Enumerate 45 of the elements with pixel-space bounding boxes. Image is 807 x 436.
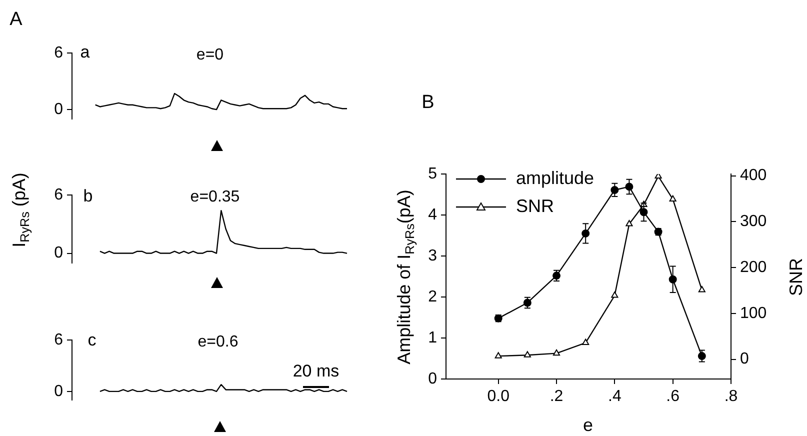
text: B <box>422 92 434 114</box>
point <box>494 352 502 358</box>
y-tick-label: 3 <box>428 247 438 264</box>
y2-tick-label: 300 <box>740 213 767 230</box>
x-tick-label: 0.0 <box>487 388 510 406</box>
y-tick-label: 6 <box>54 186 64 204</box>
y-tick-label: 1 <box>428 329 438 346</box>
y-tick-label: 6 <box>54 44 64 62</box>
chart-title: e=0.35 <box>190 188 240 206</box>
y2-tick-label: 100 <box>740 304 767 322</box>
y-tick-label: 0 <box>54 100 64 118</box>
legend-label: SNR <box>516 196 554 216</box>
x-tick-label: .4 <box>608 388 622 406</box>
y-tick-label: 0 <box>54 382 64 400</box>
chart-title: e=0 <box>196 46 224 64</box>
y2-tick-label: 400 <box>740 167 767 184</box>
annotation: 20 ms <box>292 362 340 381</box>
point <box>552 349 560 356</box>
x-tick-label: .6 <box>666 388 680 406</box>
point <box>524 351 531 358</box>
y-tick-label: 2 <box>428 288 438 306</box>
point <box>698 286 706 292</box>
x-tick-label: .2 <box>550 388 564 406</box>
y2-tick-label: 0 <box>740 350 749 368</box>
point <box>669 195 676 202</box>
text: A <box>10 9 23 30</box>
y-tick-label: 6 <box>54 331 64 348</box>
legend-label: amplitude <box>516 168 594 188</box>
y2-axis-title: SNR <box>786 258 806 296</box>
annotation: c <box>88 330 97 350</box>
y2-tick-label: 200 <box>740 258 767 276</box>
y-tick-label: 0 <box>428 370 438 388</box>
y-axis-title: IRyRs (pA) <box>8 172 32 248</box>
point <box>582 338 590 346</box>
point <box>626 220 633 226</box>
x-tick-label: .8 <box>724 388 738 406</box>
annotation: a <box>80 42 90 62</box>
y-axis-title: Amplitude of IRyRs(pA) <box>394 190 417 364</box>
y-tick-label: 0 <box>54 244 64 262</box>
chart-title: e=0.6 <box>198 333 238 350</box>
x-axis-title: e <box>582 414 594 435</box>
y-tick-label: 5 <box>428 165 438 182</box>
point <box>611 292 618 298</box>
y-tick-label: 4 <box>428 206 438 224</box>
annotation: b <box>83 186 93 206</box>
